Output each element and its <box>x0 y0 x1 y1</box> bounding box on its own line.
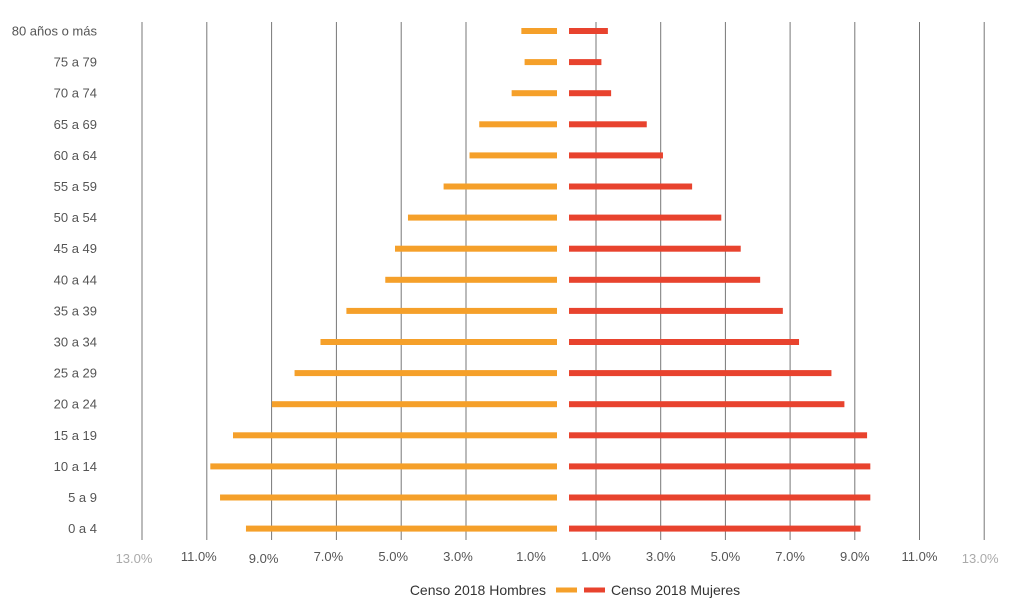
bar-mujeres <box>569 245 741 252</box>
bar-mujeres <box>569 28 608 34</box>
bar-mujeres <box>569 401 845 408</box>
category-label: 45 a 49 <box>54 241 97 256</box>
x-tick-label: 3.0% <box>646 549 676 564</box>
category-label: 25 a 29 <box>54 366 97 381</box>
category-label: 55 a 59 <box>54 179 97 194</box>
bar-mujeres <box>569 152 663 159</box>
bar-hombres <box>479 121 557 128</box>
category-label: 40 a 44 <box>54 272 97 287</box>
x-tick-label: 11.0% <box>181 549 217 564</box>
category-label: 60 a 64 <box>54 148 97 163</box>
bars <box>210 28 871 532</box>
legend: Censo 2018 Hombres Censo 2018 Mujeres <box>410 582 740 598</box>
bar-hombres <box>245 525 557 532</box>
x-tick-label: 9.0% <box>840 549 870 564</box>
x-tick-label: 7.0% <box>775 549 805 564</box>
category-label: 65 a 69 <box>54 117 97 132</box>
bar-mujeres <box>569 90 612 97</box>
category-label: 50 a 54 <box>54 210 97 225</box>
legend-label-mujeres: Censo 2018 Mujeres <box>611 582 740 598</box>
x-tick-label: 1.0% <box>516 549 546 564</box>
category-label: 5 a 9 <box>68 490 97 505</box>
category-label: 30 a 34 <box>54 335 97 350</box>
category-labels: 80 años o más 75 a 79 70 a 74 65 a 69 60 a 6… <box>12 24 98 537</box>
category-label: 75 a 79 <box>54 55 97 70</box>
bar-mujeres <box>569 276 761 283</box>
bar-hombres <box>524 59 557 66</box>
bar-hombres <box>443 183 557 190</box>
x-tick-label: 9.0% <box>249 551 279 566</box>
bar-hombres <box>320 339 557 345</box>
bar-hombres <box>521 28 557 34</box>
x-tick-labels: 13.0% 11.0% 9.0% 7.0% 5.0% 3.0% 1.0% 1.0% 3.0% 5.… <box>116 549 1000 566</box>
x-tick-label: 13.0% <box>962 551 999 566</box>
category-label: 10 a 14 <box>54 459 97 474</box>
category-label: 80 años o más <box>12 24 98 39</box>
x-tick-label: 3.0% <box>443 549 473 564</box>
bar-hombres <box>220 494 558 501</box>
x-tick-label: 7.0% <box>314 549 344 564</box>
category-label: 0 a 4 <box>68 521 97 536</box>
x-tick-label: 13.0% <box>116 551 153 566</box>
bar-hombres <box>469 152 557 159</box>
bar-hombres <box>511 90 557 97</box>
category-label: 15 a 19 <box>54 428 97 443</box>
bar-mujeres <box>569 463 871 470</box>
category-label: 70 a 74 <box>54 86 97 101</box>
x-tick-label: 5.0% <box>711 549 741 564</box>
bar-hombres <box>233 432 557 439</box>
x-tick-label: 1.0% <box>581 549 611 564</box>
bar-mujeres <box>569 525 861 532</box>
category-label: 20 a 24 <box>54 397 97 412</box>
bar-hombres <box>294 370 557 377</box>
bar-mujeres <box>569 494 871 501</box>
category-label: 35 a 39 <box>54 303 97 318</box>
bar-hombres <box>210 463 557 470</box>
bar-mujeres <box>569 370 832 377</box>
grid-lines <box>141 22 985 540</box>
bar-mujeres <box>569 214 722 221</box>
x-tick-label: 11.0% <box>902 549 938 564</box>
legend-label-hombres: Censo 2018 Hombres <box>410 582 546 598</box>
x-tick-label: 5.0% <box>378 549 408 564</box>
bar-mujeres <box>569 307 783 314</box>
bar-hombres <box>346 307 557 314</box>
bar-mujeres <box>569 59 602 66</box>
bar-mujeres <box>569 121 647 128</box>
bar-hombres <box>395 245 557 252</box>
bar-mujeres <box>569 339 800 345</box>
bar-hombres <box>385 276 557 283</box>
bar-mujeres <box>569 432 868 439</box>
bar-mujeres <box>569 183 693 190</box>
bar-hombres <box>407 214 557 221</box>
bar-hombres <box>271 401 557 408</box>
